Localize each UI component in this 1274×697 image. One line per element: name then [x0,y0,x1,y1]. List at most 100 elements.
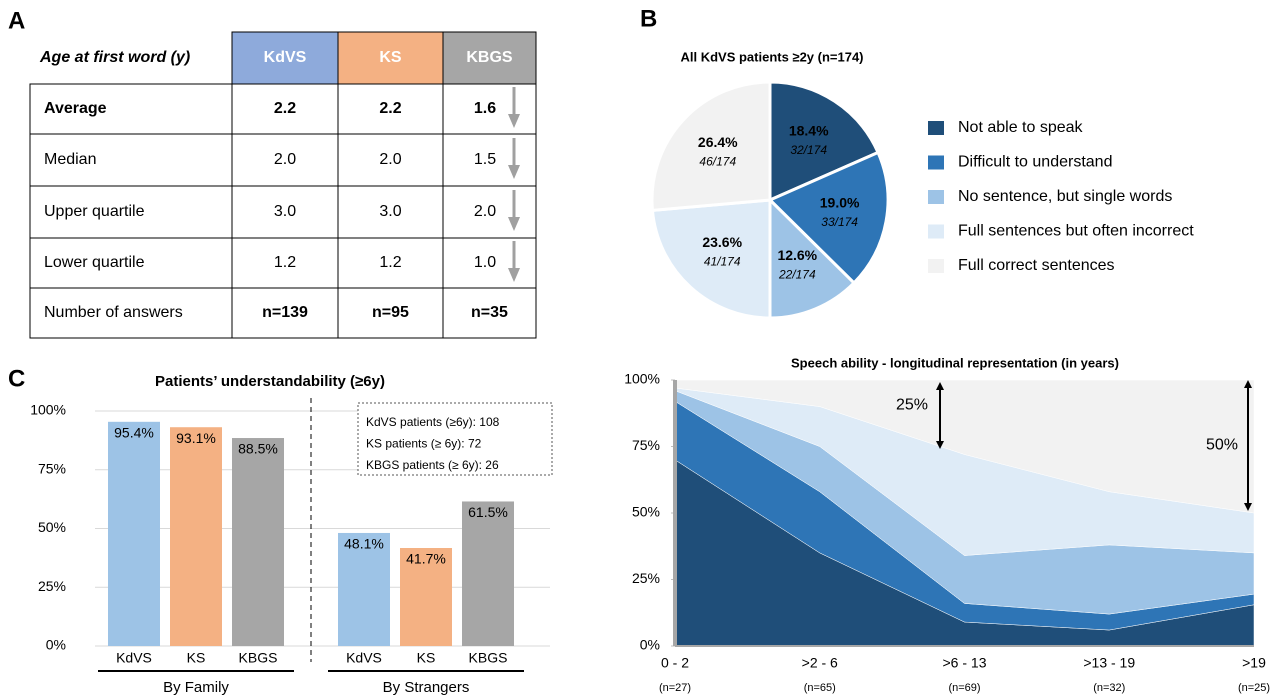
table-cell: n=95 [372,304,409,321]
header-label: KdVS [264,49,307,66]
table-cell: 2.2 [274,100,296,117]
header-cell [231,31,339,85]
annotation-text: 25% [896,397,928,414]
bar-label: 93.1% [176,430,216,446]
header-label: KS [379,49,402,66]
chart-title: Speech ability - longitudinal representa… [791,355,1119,370]
bar-label: 41.7% [406,551,446,567]
bar [108,421,160,646]
legend-swatch [928,121,944,135]
annotation-box [357,402,553,476]
chart-title: All KdVS patients ≥2y (n=174) [680,49,863,64]
legend-label: Not able to speak [958,119,1084,136]
x-tick-label: >19 [1242,655,1266,671]
legend-swatch [928,190,944,204]
header-cell [442,31,537,85]
legend-label: Difficult to understand [958,154,1112,171]
header-label: KBGS [466,49,513,66]
y-tick-label: 25% [632,570,660,586]
table-cell: 2.0 [474,203,496,220]
legend-label: Full correct sentences [958,257,1115,274]
bar [462,501,514,646]
table-cell: n=139 [262,304,308,321]
slice-label: 23.6% [702,234,742,250]
x-tick-label: KS [187,650,206,666]
table-cell: n=35 [471,304,508,321]
panel-label: C [8,365,25,392]
legend-label: Full sentences but often incorrect [958,223,1194,240]
x-tick-label: >2 - 6 [802,655,838,671]
annotation-text: KS patients (≥ 6y): 72 [366,437,482,451]
bar-label: 88.5% [238,441,278,457]
table-cell: 1.6 [474,100,496,117]
table-cell: Median [44,151,96,168]
x-tick-sublabel: (n=69) [948,682,980,694]
x-tick-label: >13 - 19 [1083,655,1135,671]
pie-slice [768,196,857,320]
y-tick-label: 100% [30,402,66,418]
table-border [29,83,537,339]
table-cell: Upper quartile [44,203,145,220]
annotation-text: KBGS patients (≥ 6y): 26 [366,458,499,472]
table-cell: Number of answers [44,304,183,321]
x-tick-label: KBGS [239,650,278,666]
slice-count: 32/174 [790,143,827,157]
header-cell [337,31,444,85]
pie-slice [767,150,890,286]
x-tick-sublabel: (n=32) [1093,682,1125,694]
y-tick-label: 0% [640,637,660,653]
bar-label: 95.4% [114,425,154,441]
group-label: By Family [163,679,229,696]
area [674,379,1255,514]
x-tick-label: KdVS [346,650,382,666]
pie-slice [768,80,880,203]
legend-label: No sentence, but single words [958,188,1172,205]
legend-swatch [928,259,944,273]
bar [338,532,390,646]
table-cell: Lower quartile [44,254,145,271]
table-cell: 1.2 [274,254,296,271]
panel-label: B [640,5,657,32]
x-tick-label: KS [417,650,436,666]
table-cell: 2.2 [379,100,401,117]
y-tick-label: 0% [46,637,66,653]
group-label: By Strangers [383,679,470,696]
bar [232,438,284,646]
chart-title: Patients’ understandability (≥6y) [155,373,385,390]
x-tick-label: KBGS [469,650,508,666]
slice-count: 46/174 [699,154,736,168]
slice-count: 33/174 [821,215,858,229]
slice-label: 26.4% [698,134,738,150]
x-tick-sublabel: (n=27) [659,682,691,694]
legend-swatch [928,224,944,239]
slice-count: 41/174 [704,254,741,268]
table-cell: 3.0 [274,203,296,220]
slice-label: 12.6% [777,247,817,263]
legend-swatch [928,155,944,170]
table-cell: 2.0 [379,151,401,168]
y-tick-label: 50% [38,519,66,535]
bar-label: 48.1% [344,536,384,552]
slice-label: 18.4% [789,122,829,138]
pie-slice [650,198,772,320]
x-tick-sublabel: (n=65) [804,682,836,694]
annotation-text: KdVS patients (≥6y): 108 [366,415,500,429]
table-cell: 1.2 [379,254,401,271]
y-tick-label: 75% [38,460,66,476]
y-tick-label: 50% [632,504,660,520]
y-tick-label: 25% [38,578,66,594]
bar-label: 61.5% [468,504,508,520]
bar [400,548,452,646]
panel-label: A [8,7,25,34]
y-tick-label: 100% [624,371,660,387]
x-tick-label: >6 - 13 [943,655,987,671]
x-tick-sublabel: (n=25) [1238,682,1270,694]
x-tick-label: KdVS [116,650,152,666]
table-cell: 1.0 [474,254,496,271]
annotation-text: 50% [1206,437,1238,454]
table-cell: 2.0 [274,151,296,168]
pie-slice [650,80,772,212]
slice-count: 22/174 [778,267,816,281]
bar [170,427,222,646]
